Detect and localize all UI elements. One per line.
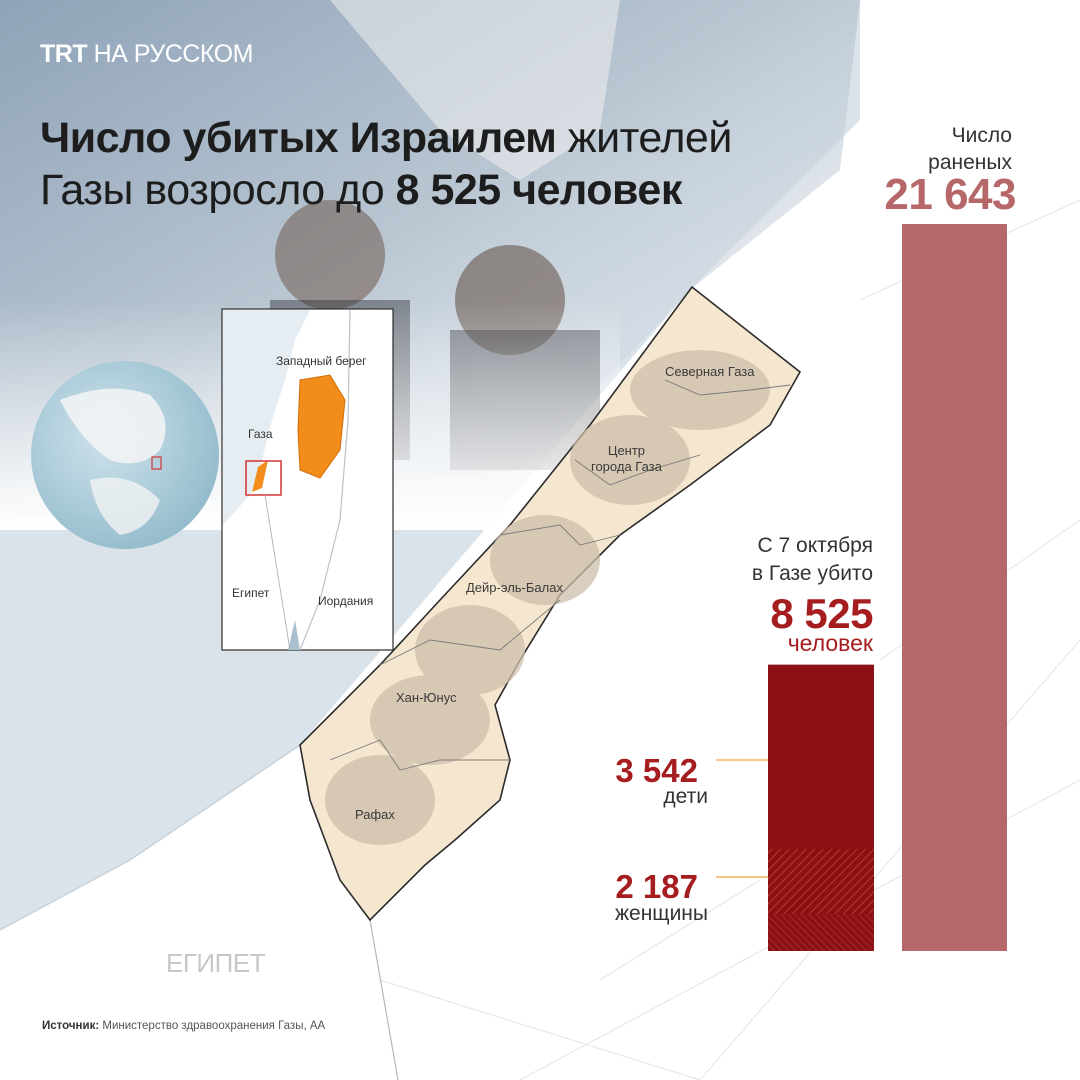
- headline: Число убитых Израилем жителей Газы возро…: [40, 112, 880, 216]
- globe-landmass: [60, 388, 166, 464]
- injured-label-line-2: раненых: [928, 151, 1012, 174]
- headline-bold-2: 8 525 человек: [395, 166, 683, 214]
- region-north-gaza: Северная Газа: [665, 364, 755, 379]
- egypt-border: [369, 919, 399, 1080]
- globe-marker: [151, 456, 162, 470]
- region-rafah: Рафах: [355, 807, 395, 822]
- killed-label-line-1: С 7 октября: [757, 534, 873, 557]
- region-khan-yunis: Хан-Юнус: [396, 690, 457, 705]
- inset-label-egypt: Египет: [232, 586, 270, 600]
- injured-label: Число раненых: [928, 122, 1012, 176]
- source-text: Министерство здравоохранения Газы, АА: [102, 1020, 326, 1032]
- killed-label: С 7 октября в Газе убито: [752, 532, 873, 588]
- injured-value: 21 643: [884, 170, 1016, 219]
- photo-shroud: [330, 0, 620, 180]
- bar-segment-children: [768, 848, 874, 915]
- children-label: дети: [663, 785, 708, 808]
- inset-label-gaza: Газа: [248, 427, 273, 441]
- women-value: 2 187: [615, 868, 698, 905]
- headline-regular-2: Газы возросло до: [40, 166, 385, 214]
- killed-value: 8 525: [770, 590, 873, 637]
- bar-segment-women: [768, 914, 874, 951]
- region-deir-al-balah: Дейр-эль-Балах: [466, 580, 563, 595]
- inset-label-west-bank: Западный берег: [276, 354, 367, 368]
- women-label: женщины: [614, 902, 708, 925]
- bars: [768, 224, 1007, 951]
- inset-label-jordan: Иордания: [318, 594, 374, 608]
- globe-landmass-2: [90, 477, 160, 535]
- brand-logo: TRT НА РУССКОМ: [40, 40, 253, 69]
- brand-suffix: НА РУССКОМ: [93, 40, 254, 68]
- children-value: 3 542: [615, 752, 698, 789]
- headline-bold-1: Число убитых Израилем: [40, 114, 557, 162]
- photo-person-1: [275, 200, 385, 310]
- region-gaza-city: Центр города Газа: [591, 443, 662, 474]
- bar-injured: [902, 224, 1007, 951]
- district-borders: [329, 379, 791, 771]
- brand-name: TRT: [40, 40, 88, 68]
- killed-label-line-2: в Газе убито: [751, 562, 873, 585]
- source-note: Источник: Министерство здравоохранения Г…: [42, 1020, 325, 1032]
- egypt-label: ЕГИПЕТ: [166, 948, 266, 978]
- coastline: [0, 744, 301, 931]
- headline-regular-1: жителей: [567, 114, 733, 162]
- killed-unit: человек: [787, 630, 873, 656]
- source-label: Источник:: [42, 1020, 100, 1032]
- inset-map: [221, 308, 394, 651]
- injured-label-line-1: Число: [951, 124, 1012, 147]
